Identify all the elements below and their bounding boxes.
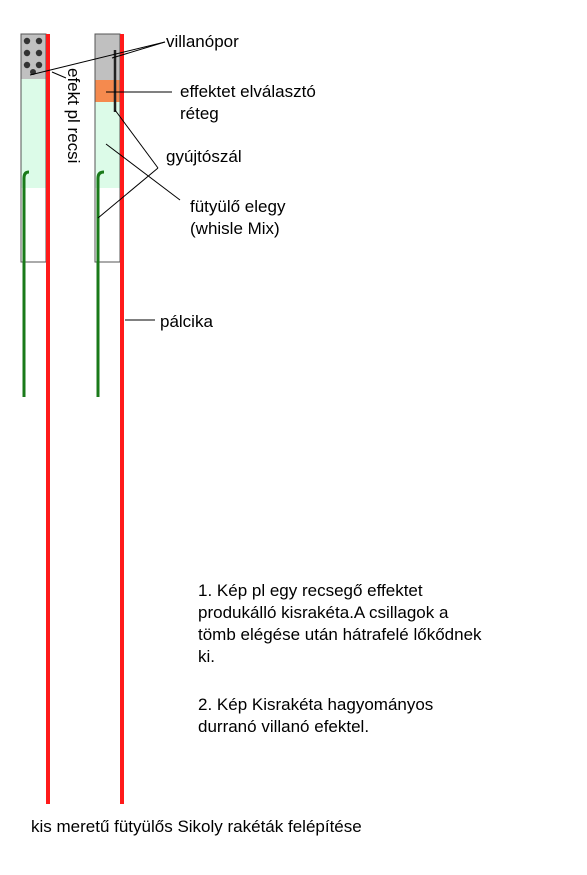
leader-effect (51, 71, 67, 79)
rocket-2 (94, 33, 124, 804)
star (35, 49, 43, 57)
leader-villanopor-1 (29, 41, 166, 76)
note-2: 2. Kép Kisrakéta hagyományos durranó vil… (198, 695, 434, 736)
star (35, 37, 43, 45)
leader-villanopor-2 (111, 41, 166, 59)
star (23, 49, 31, 57)
label-vertical-effect: efekt pl recsi (64, 68, 83, 164)
label-stick: pálcika (160, 312, 213, 331)
rocket-1-fuse (22, 170, 30, 397)
note-1: 1. Kép pl egy recsegő effektet produkáll… (198, 581, 482, 666)
star (23, 61, 31, 69)
label-mix-line2: (whisle Mix) (190, 219, 280, 238)
label-mix-line1: fütyülő elegy (190, 197, 286, 216)
rocket-1-whistle-mix (21, 79, 46, 188)
star (23, 37, 31, 45)
leader-mix (105, 143, 181, 201)
label-separator-line1: effektet elválasztó (180, 82, 316, 101)
label-separator-line2: réteg (180, 104, 219, 123)
star (35, 61, 43, 69)
caption: kis meretű fütyülős Sikoly rakéták felép… (31, 817, 362, 836)
leader-lines (29, 41, 181, 321)
rocket-1-stars (23, 37, 43, 75)
rocket-2-fuse (96, 170, 105, 397)
leader-fuse-1 (114, 109, 159, 169)
label-fuse: gyújtószál (166, 147, 242, 166)
label-villanopor: villanópor (166, 32, 239, 51)
rocket-1 (20, 33, 50, 804)
